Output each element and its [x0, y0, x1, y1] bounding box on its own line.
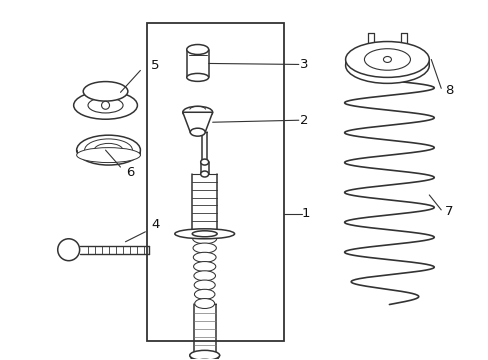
Bar — [147, 23, 283, 341]
Text: 4: 4 — [151, 218, 159, 231]
Ellipse shape — [84, 139, 132, 161]
Ellipse shape — [364, 49, 409, 70]
Text: 5: 5 — [151, 59, 159, 72]
Ellipse shape — [193, 271, 215, 281]
Ellipse shape — [193, 359, 215, 360]
Text: 2: 2 — [299, 114, 307, 127]
Ellipse shape — [193, 243, 216, 253]
Ellipse shape — [74, 91, 137, 119]
Ellipse shape — [77, 148, 140, 163]
Ellipse shape — [345, 41, 428, 77]
Ellipse shape — [189, 350, 219, 360]
Ellipse shape — [194, 280, 215, 290]
Ellipse shape — [94, 143, 122, 157]
Ellipse shape — [200, 159, 208, 165]
Ellipse shape — [83, 82, 127, 101]
Ellipse shape — [192, 231, 217, 237]
Ellipse shape — [345, 48, 428, 84]
Ellipse shape — [190, 128, 205, 136]
Ellipse shape — [77, 135, 140, 165]
Text: 1: 1 — [301, 207, 309, 220]
Ellipse shape — [183, 106, 212, 118]
Ellipse shape — [200, 171, 208, 177]
Ellipse shape — [88, 98, 123, 113]
Ellipse shape — [186, 73, 208, 81]
Text: 7: 7 — [444, 205, 452, 219]
Ellipse shape — [194, 298, 214, 309]
Ellipse shape — [102, 101, 109, 109]
Ellipse shape — [192, 234, 216, 244]
Ellipse shape — [383, 57, 390, 62]
Ellipse shape — [194, 289, 215, 299]
Ellipse shape — [186, 45, 208, 54]
Polygon shape — [183, 112, 212, 132]
Text: 3: 3 — [299, 58, 307, 71]
Ellipse shape — [174, 229, 234, 239]
Text: 8: 8 — [444, 84, 452, 97]
Ellipse shape — [193, 252, 216, 262]
Text: 6: 6 — [126, 166, 134, 179]
Ellipse shape — [58, 239, 80, 261]
Ellipse shape — [193, 262, 215, 271]
